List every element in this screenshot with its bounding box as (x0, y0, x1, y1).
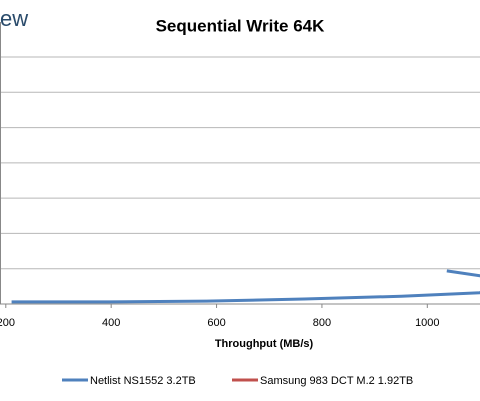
legend-label: Netlist NS1552 3.2TB (90, 375, 196, 387)
x-axis-label: Throughput (MB/s) (215, 338, 314, 350)
chart-title: Sequential Write 64K (156, 16, 326, 35)
plot-area (11, 269, 480, 304)
x-tick-label: 600 (207, 317, 225, 329)
x-tick-label: 800 (313, 317, 331, 329)
series-line (11, 269, 480, 304)
legend-label: Samsung 983 DCT M.2 1.92TB (260, 375, 413, 387)
logo-text: ew (0, 6, 28, 31)
x-tick-label: 1000 (415, 317, 439, 329)
x-tick-label: 400 (102, 317, 120, 329)
x-tick-label: 200 (0, 317, 15, 329)
